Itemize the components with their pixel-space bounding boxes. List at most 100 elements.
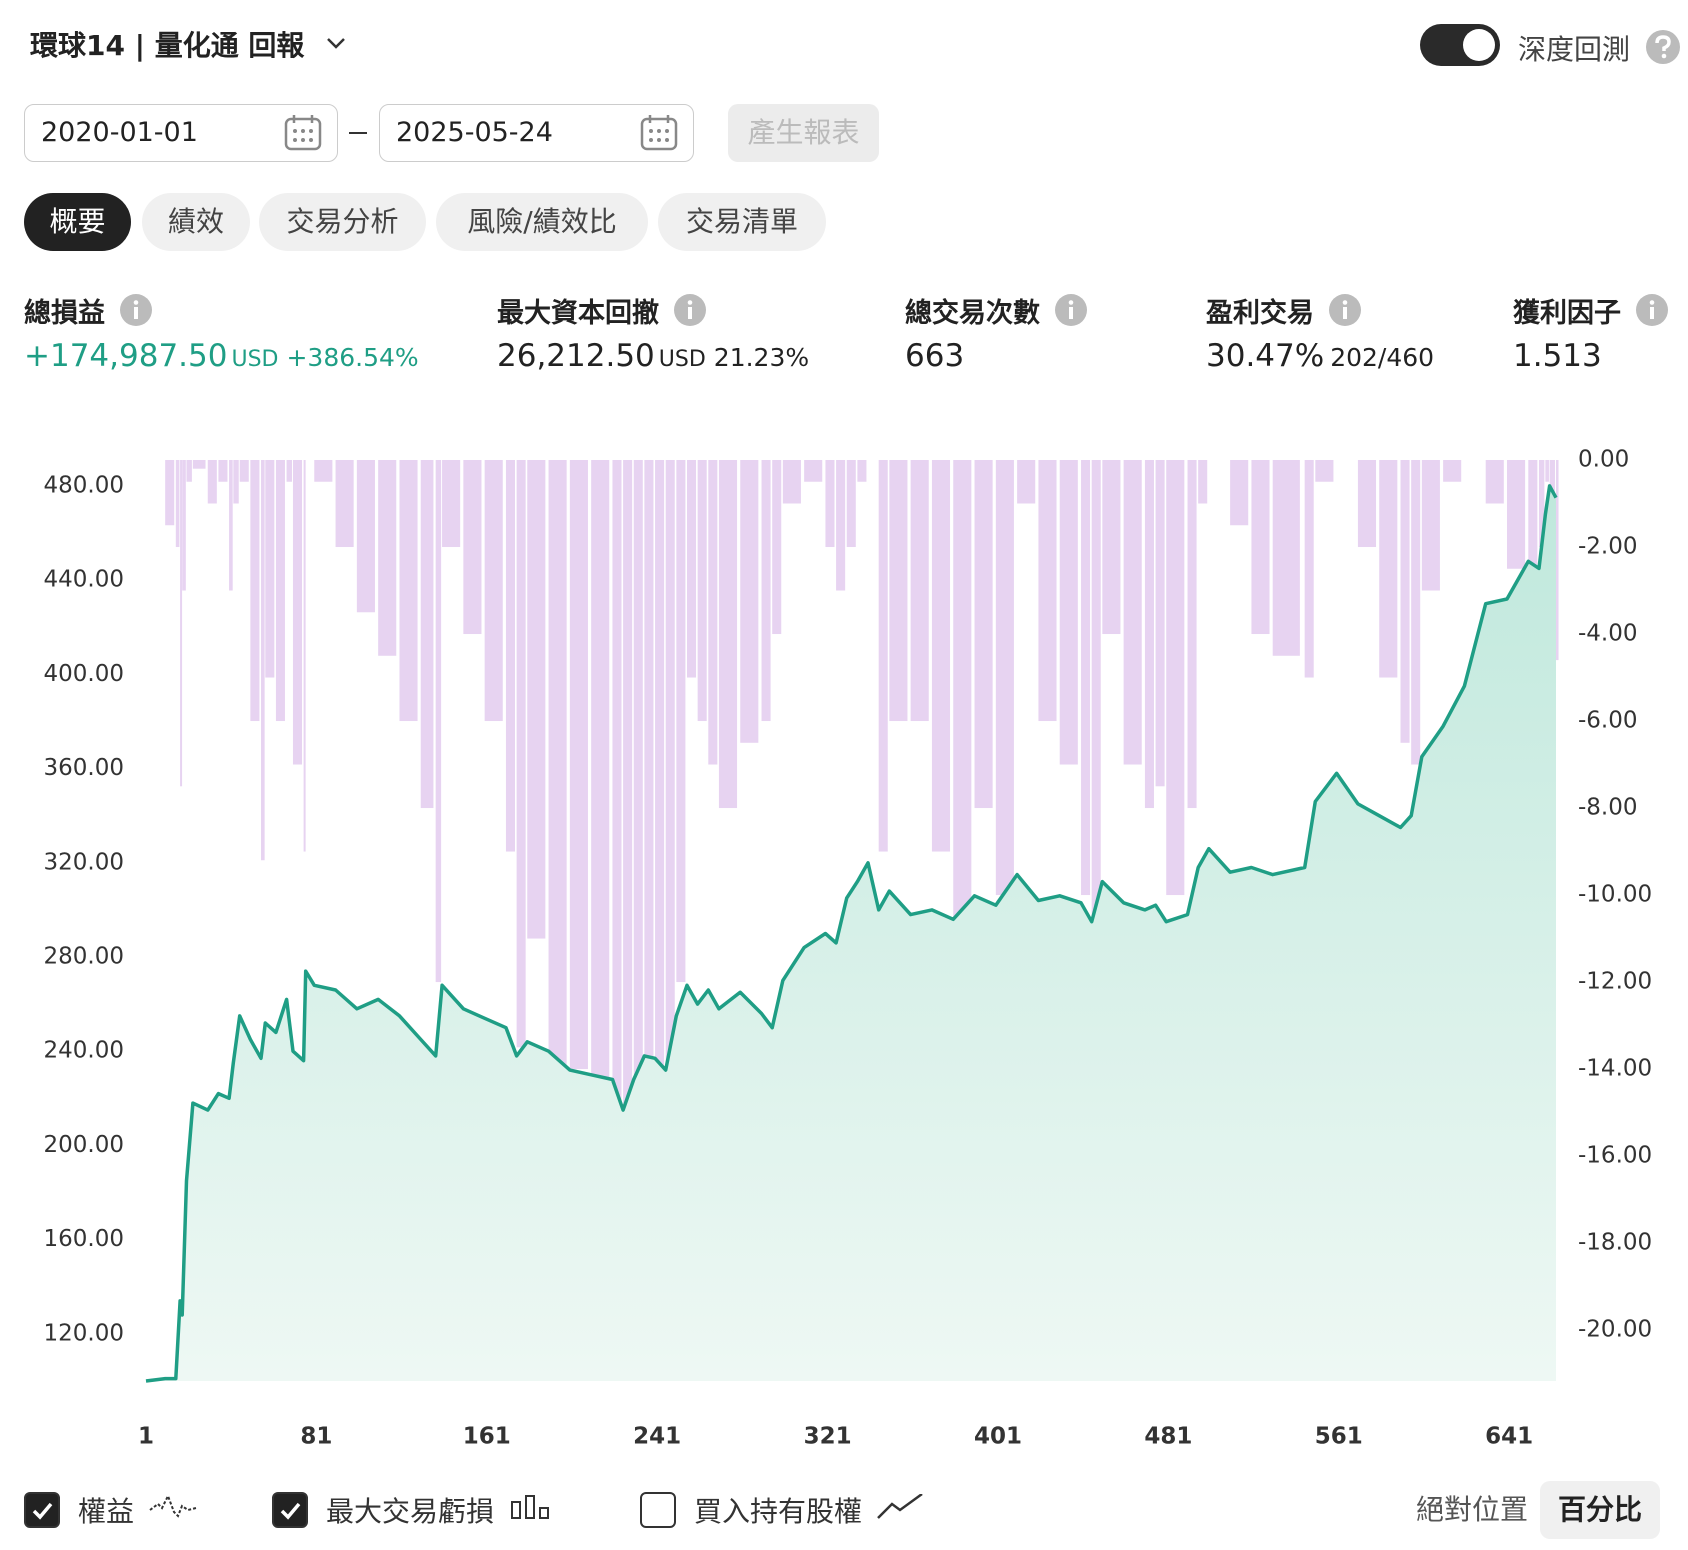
drawdown-bar xyxy=(484,460,503,722)
drawdown-bar xyxy=(1091,460,1101,961)
drawdown-bar xyxy=(314,460,333,482)
y2-tick-label: 0.00 xyxy=(1578,447,1629,473)
y-tick-label: 240.00 xyxy=(44,1038,124,1064)
mode-option[interactable]: 絕對位置 xyxy=(1416,1493,1529,1526)
x-tick-label: 321 xyxy=(804,1424,852,1450)
drawdown-bar xyxy=(1400,460,1410,743)
drawdown-bar xyxy=(229,460,233,591)
tab[interactable]: 概要 xyxy=(24,193,131,251)
dropdown-chevron[interactable] xyxy=(326,36,346,50)
drawdown-bar xyxy=(623,460,633,1374)
calendar-icon[interactable] xyxy=(283,113,323,153)
tab[interactable]: 績效 xyxy=(142,193,250,251)
drawdown-bar xyxy=(655,460,665,1135)
drawdown-bar xyxy=(1379,460,1398,678)
stat-label: 總損益 xyxy=(24,298,105,329)
tab[interactable]: 交易分析 xyxy=(259,193,426,251)
y-tick-label: 320.00 xyxy=(44,849,124,875)
drawdown-bar xyxy=(718,460,738,809)
drawdown-bar xyxy=(1187,460,1197,809)
equity-area xyxy=(146,485,1556,1381)
stat-number: 30.47% xyxy=(1206,338,1325,374)
y2-tick-label: -20.00 xyxy=(1578,1317,1652,1343)
drawdown-bar xyxy=(1155,460,1165,787)
drawdown-bar xyxy=(180,460,183,787)
y-tick-label: 400.00 xyxy=(44,661,124,687)
legend-label[interactable]: 買入持有股權 xyxy=(694,1495,863,1528)
y2-tick-label: -12.00 xyxy=(1578,969,1652,995)
info-icon[interactable] xyxy=(1635,293,1669,327)
y-tick-label: 120.00 xyxy=(44,1320,124,1346)
drawdown-bar xyxy=(1538,460,1545,548)
y2-tick-label: -18.00 xyxy=(1578,1230,1652,1256)
drawdown-bar xyxy=(527,460,546,939)
x-tick-label: 561 xyxy=(1315,1424,1363,1450)
legend-icon xyxy=(149,1494,197,1518)
x-tick-label: 241 xyxy=(633,1424,681,1450)
x-tick-label: 641 xyxy=(1485,1424,1533,1450)
generate-button[interactable]: 產生報表 xyxy=(728,104,879,162)
stat-label: 獲利因子 xyxy=(1513,298,1621,329)
y2-tick-label: -6.00 xyxy=(1578,708,1638,734)
y2-tick-label: -2.00 xyxy=(1578,534,1638,560)
info-icon[interactable] xyxy=(673,293,707,327)
drawdown-bar xyxy=(463,460,482,635)
help-icon[interactable] xyxy=(1645,29,1681,65)
drawdown-bar xyxy=(275,460,285,722)
y2-tick-label: -10.00 xyxy=(1578,882,1652,908)
start-date[interactable]: 2020-01-01 xyxy=(24,104,338,162)
drawdown-bar xyxy=(186,460,192,482)
drawdown-bar xyxy=(1230,460,1249,526)
legend-label[interactable]: 權益 xyxy=(78,1495,135,1528)
drawdown-bar xyxy=(1357,460,1377,548)
y-tick-label: 480.00 xyxy=(44,472,124,498)
x-tick-label: 161 xyxy=(463,1424,511,1450)
end-date[interactable]: 2025-05-24 xyxy=(379,104,694,162)
drawdown-bar xyxy=(910,460,929,722)
checkbox[interactable] xyxy=(24,1492,60,1528)
tab[interactable]: 交易清單 xyxy=(658,193,826,251)
drawdown-bar xyxy=(697,460,707,722)
drawdown-bar xyxy=(836,460,846,591)
x-tick-label: 481 xyxy=(1144,1424,1192,1450)
drawdown-bar xyxy=(182,460,186,591)
drawdown-bar xyxy=(569,460,588,1070)
drawdown-bar xyxy=(265,460,275,678)
drawdown-bar xyxy=(612,460,622,1178)
calendar-icon[interactable] xyxy=(639,113,679,153)
drawdown-bar xyxy=(1144,460,1154,809)
drawdown-bar xyxy=(1545,460,1549,482)
drawdown-bar xyxy=(420,460,434,809)
drawdown-bar xyxy=(633,460,643,1200)
tab[interactable]: 風險/績效比 xyxy=(436,193,648,251)
drawdown-bar xyxy=(665,460,675,1157)
stat-value: 26,212.50 USD 21.23% xyxy=(497,338,809,374)
stat-number: 26,212.50 xyxy=(497,338,655,374)
info-icon[interactable] xyxy=(1328,293,1362,327)
y2-tick-label: -8.00 xyxy=(1578,795,1638,821)
x-tick-label: 81 xyxy=(300,1424,332,1450)
stat-label: 盈利交易 xyxy=(1206,298,1314,329)
drawdown-bar xyxy=(1059,460,1078,765)
drawdown-bar xyxy=(165,460,175,526)
info-icon[interactable] xyxy=(1054,293,1088,327)
toggle[interactable] xyxy=(1420,24,1500,66)
mode-option[interactable]: 百分比 xyxy=(1540,1481,1661,1539)
info-icon[interactable] xyxy=(119,293,153,327)
checkbox[interactable] xyxy=(272,1492,308,1528)
drawdown-bar xyxy=(857,460,867,482)
y2-tick-label: -4.00 xyxy=(1578,621,1638,647)
drawdown-bar xyxy=(192,460,206,469)
report-title[interactable]: 環球14 | 量化通 回報 xyxy=(30,29,305,62)
checkbox[interactable] xyxy=(640,1492,676,1528)
stat-value: 30.47% 202/460 xyxy=(1206,338,1434,374)
drawdown-bar xyxy=(974,460,993,809)
drawdown-bar xyxy=(1528,460,1538,591)
drawdown-bar xyxy=(782,460,801,504)
legend-label[interactable]: 最大交易虧損 xyxy=(326,1495,495,1528)
drawdown-bar xyxy=(1556,460,1559,661)
drawdown-bar xyxy=(686,460,697,678)
drawdown-bar xyxy=(931,460,951,852)
stat-value: +174,987.50 USD +386.54% xyxy=(24,338,419,374)
